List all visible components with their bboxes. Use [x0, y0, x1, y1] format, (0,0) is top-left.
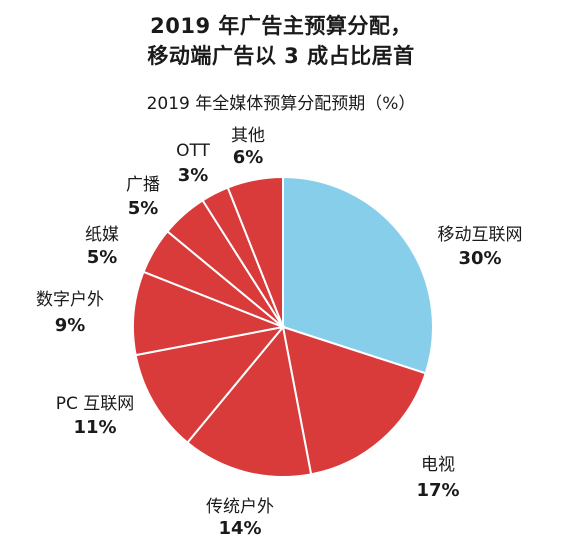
pie-slice	[282, 175, 434, 375]
slice-value-label: 5%	[87, 247, 118, 268]
slice-label: 电视	[421, 455, 455, 475]
slice-value-label: 14%	[218, 518, 261, 539]
slice-value-label: 6%	[233, 147, 264, 168]
pie-slice	[185, 324, 313, 478]
slice-label: 纸媒	[85, 225, 119, 245]
slice-value-label: 17%	[416, 480, 459, 501]
slice-label: PC 互联网	[56, 394, 135, 414]
pie-slice	[226, 175, 284, 328]
chart-subtitle: 2019 年全媒体预算分配预期（%）	[146, 94, 416, 114]
slice-value-label: 11%	[73, 417, 116, 438]
chart-title-line-2: 移动端广告以 3 成占比居首	[147, 44, 415, 68]
slice-value-label: 3%	[178, 165, 209, 186]
slice-label: 移动互联网	[438, 225, 523, 245]
slice-label: 传统户外	[206, 497, 274, 517]
pie-slice	[134, 325, 286, 444]
slice-value-label: 30%	[458, 248, 501, 269]
slice-label: OTT	[176, 141, 210, 161]
pie-slice	[281, 325, 427, 476]
chart-title-line-1: 2019 年广告主预算分配，	[150, 14, 412, 38]
slice-value-label: 5%	[128, 198, 159, 219]
slice-label: 其他	[231, 126, 265, 146]
slice-label: 广播	[126, 175, 160, 195]
slice-label: 数字户外	[36, 290, 104, 310]
slice-value-label: 9%	[55, 315, 86, 336]
pie-slice	[132, 270, 287, 357]
